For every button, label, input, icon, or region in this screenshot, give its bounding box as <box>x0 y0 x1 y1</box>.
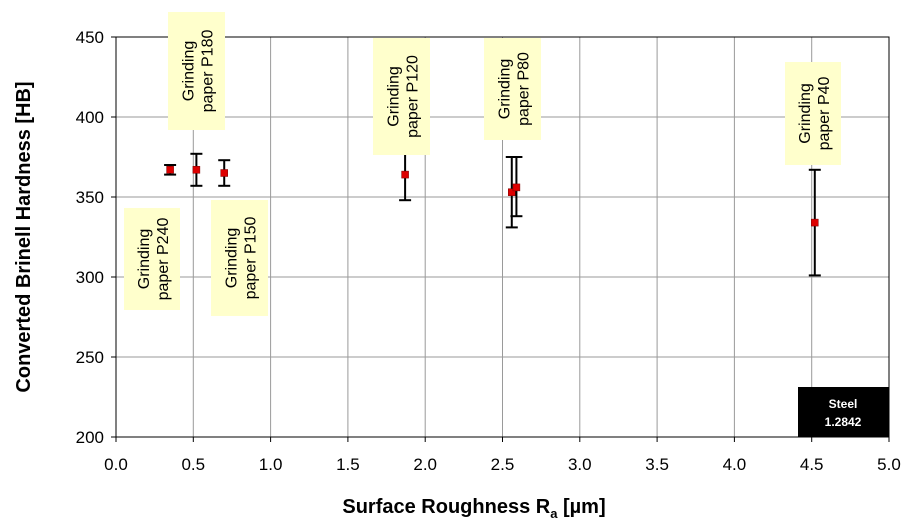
x-tick-label: 5.0 <box>877 455 901 474</box>
badge-line-1: Steel <box>829 397 858 411</box>
marker <box>192 166 201 174</box>
annotation-text: Grinding paper P40 <box>797 76 833 150</box>
annotation-box <box>211 200 268 316</box>
y-tick-label: 200 <box>76 428 104 447</box>
annotation-box <box>373 38 430 155</box>
marker <box>512 183 521 192</box>
marker <box>220 169 228 177</box>
material-badge: Steel 1.2842 <box>798 387 889 437</box>
annotation-box <box>785 62 841 165</box>
x-tick-label: 1.0 <box>259 455 283 474</box>
y-axis: 200 250 300 350 400 450 <box>76 28 116 447</box>
y-tick-label: 250 <box>76 348 104 367</box>
y-tick-label: 400 <box>76 108 104 127</box>
annotation-line-1: Grinding <box>797 83 814 143</box>
annotation-label: Grinding paper P240 <box>124 208 180 310</box>
x-tick-label: 3.0 <box>568 455 592 474</box>
annotation-label: Grinding paper P180 <box>168 12 225 130</box>
data-point <box>190 152 203 187</box>
annotation-box <box>124 208 180 310</box>
annotation-line-1: Grinding <box>181 41 198 101</box>
annotation-line-2: paper P180 <box>200 30 217 113</box>
y-tick-label: 450 <box>76 28 104 47</box>
annotation-line-1: Grinding <box>386 66 403 126</box>
annotation-line-2: paper P80 <box>516 52 533 126</box>
x-axis-label-main: Surface Roughness R <box>342 496 550 518</box>
annotation-label: Grinding paper P80 <box>484 38 541 140</box>
annotation-line-2: paper P120 <box>405 55 422 138</box>
x-tick-label: 4.0 <box>723 455 747 474</box>
annotation-text: Grinding paper P80 <box>497 52 533 126</box>
marker <box>811 218 819 227</box>
y-axis-label: Converted Brinell Hardness [HB] <box>13 81 35 392</box>
annotation-text: Grinding paper P150 <box>224 217 260 300</box>
x-axis: 0.0 0.5 1.0 1.5 2.0 2.5 3.0 3.5 4.0 4.5 5.0 <box>104 437 901 474</box>
x-tick-label: 2.0 <box>413 455 437 474</box>
x-axis-label-unit: [µm] <box>557 496 605 518</box>
annotation-line-2: paper P40 <box>816 76 833 150</box>
annotation-text: Grinding paper P180 <box>181 30 217 113</box>
badge-line-2: 1.2842 <box>825 415 862 429</box>
x-axis-label: Surface Roughness Ra [µm] <box>342 496 605 520</box>
badge-background <box>798 387 889 437</box>
annotation-text: Grinding paper P120 <box>386 55 422 138</box>
annotation-label: Grinding paper P150 <box>211 200 268 316</box>
marker <box>166 166 174 174</box>
annotation-box <box>168 12 225 130</box>
x-tick-label: 4.5 <box>800 455 824 474</box>
x-tick-label: 0.0 <box>104 455 128 474</box>
x-tick-label: 2.5 <box>491 455 515 474</box>
y-tick-label: 350 <box>76 188 104 207</box>
marker <box>508 188 516 196</box>
annotation-box <box>484 38 541 140</box>
annotation-line-2: paper P240 <box>155 218 172 301</box>
marker <box>401 170 409 179</box>
data-point <box>399 148 412 202</box>
x-axis-label-subscript: a <box>550 506 558 520</box>
data-point <box>510 156 523 218</box>
data-point <box>218 159 231 187</box>
data-point <box>808 168 821 277</box>
annotation-line-1: Grinding <box>497 59 514 119</box>
x-tick-label: 1.5 <box>336 455 360 474</box>
x-tick-label: 3.5 <box>645 455 669 474</box>
annotation-line-1: Grinding <box>136 229 153 289</box>
data-point <box>164 164 177 176</box>
y-tick-label: 300 <box>76 268 104 287</box>
annotation-line-1: Grinding <box>224 228 241 288</box>
annotation-label: Grinding paper P120 <box>373 38 430 155</box>
x-tick-label: 0.5 <box>181 455 205 474</box>
annotation-line-2: paper P150 <box>243 217 260 300</box>
annotation-label: Grinding paper P40 <box>785 62 841 165</box>
annotation-text: Grinding paper P240 <box>136 218 172 301</box>
